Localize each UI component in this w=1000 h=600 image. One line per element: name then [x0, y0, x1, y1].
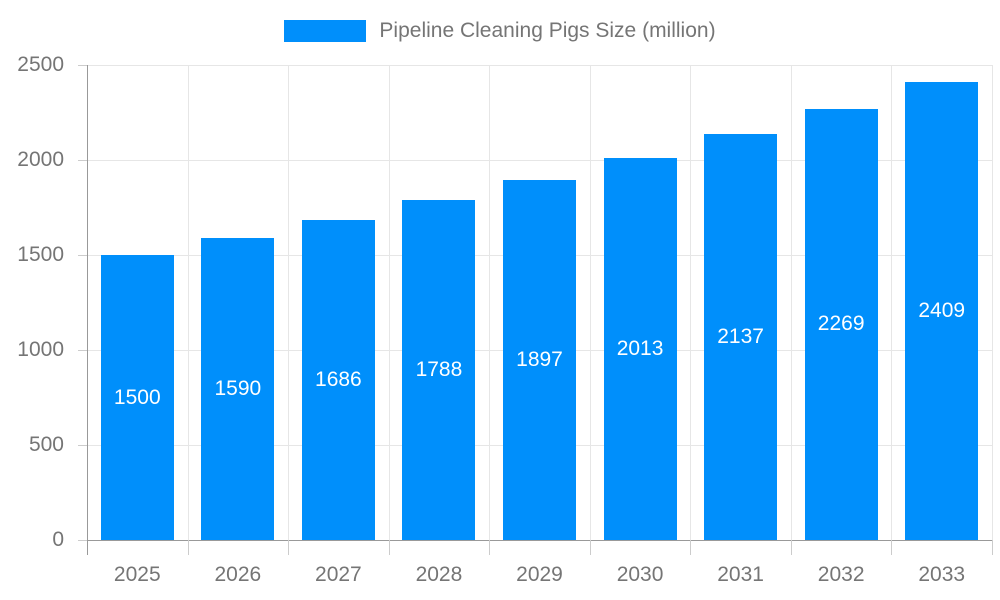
legend[interactable]: Pipeline Cleaning Pigs Size (million)	[0, 17, 1000, 45]
y-axis-label: 1000	[17, 338, 64, 361]
x-axis-label: 2030	[616, 563, 664, 586]
gridline-vertical	[489, 65, 491, 540]
bar-value-label: 2409	[918, 299, 966, 323]
x-axis-line	[87, 540, 992, 541]
y-axis-label: 1500	[17, 243, 64, 266]
bar	[503, 179, 576, 540]
y-axis-tick	[78, 540, 87, 541]
bar-value-label: 1897	[516, 347, 563, 371]
gridline-vertical	[589, 65, 591, 540]
gridline-vertical	[288, 65, 290, 540]
x-axis-tick	[589, 540, 591, 555]
y-axis-label: 2500	[17, 53, 64, 76]
gridline-vertical	[690, 65, 692, 540]
bar-value-label: 1788	[415, 358, 463, 382]
bar	[905, 82, 979, 540]
x-axis-tick	[187, 540, 189, 555]
x-axis-tick	[489, 540, 491, 555]
gridline-vertical	[790, 65, 792, 540]
legend-swatch	[284, 20, 367, 42]
gridline-vertical	[187, 65, 189, 540]
bar	[100, 255, 174, 540]
x-axis-tick	[87, 540, 88, 555]
bar	[704, 133, 778, 540]
gridline-horizontal	[87, 65, 992, 66]
bar	[603, 157, 677, 540]
bar-value-label: 1590	[214, 376, 262, 400]
gridline-vertical	[388, 65, 390, 540]
x-axis-tick	[690, 540, 692, 555]
x-axis-label: 2031	[717, 563, 764, 586]
gridline-vertical	[891, 65, 893, 540]
y-axis-label: 0	[52, 528, 64, 551]
x-axis-label: 2028	[415, 563, 463, 586]
y-axis-line	[87, 65, 88, 540]
bar	[201, 237, 275, 540]
y-axis-tick	[78, 445, 87, 446]
x-axis-label: 2025	[113, 563, 161, 586]
y-axis-tick	[78, 65, 87, 66]
x-axis-tick	[790, 540, 792, 555]
x-axis-label: 2027	[315, 563, 362, 586]
y-axis-tick	[78, 350, 87, 351]
bar-value-label: 1686	[315, 367, 362, 391]
y-axis-label: 500	[28, 433, 64, 456]
bar	[301, 219, 375, 540]
bar-value-label: 2137	[717, 324, 764, 348]
bar-value-label: 2269	[817, 312, 865, 336]
y-axis-label: 2000	[17, 148, 64, 171]
bar	[804, 108, 878, 540]
x-axis-tick	[891, 540, 893, 555]
y-axis-tick	[78, 160, 87, 161]
x-axis-tick	[388, 540, 390, 555]
y-axis-tick	[78, 255, 87, 256]
x-axis-tick	[992, 540, 993, 555]
x-axis-tick	[288, 540, 290, 555]
gridline-vertical	[992, 65, 993, 540]
bar	[402, 200, 476, 540]
bar-value-label: 2013	[616, 336, 664, 360]
legend-label: Pipeline Cleaning Pigs Size (million)	[379, 19, 716, 42]
x-axis-label: 2026	[214, 563, 262, 586]
x-axis-label: 2033	[918, 563, 966, 586]
bar-value-label: 1500	[113, 385, 161, 409]
x-axis-label: 2032	[817, 563, 865, 586]
x-axis-label: 2029	[516, 563, 563, 586]
gridline-horizontal	[87, 160, 992, 161]
